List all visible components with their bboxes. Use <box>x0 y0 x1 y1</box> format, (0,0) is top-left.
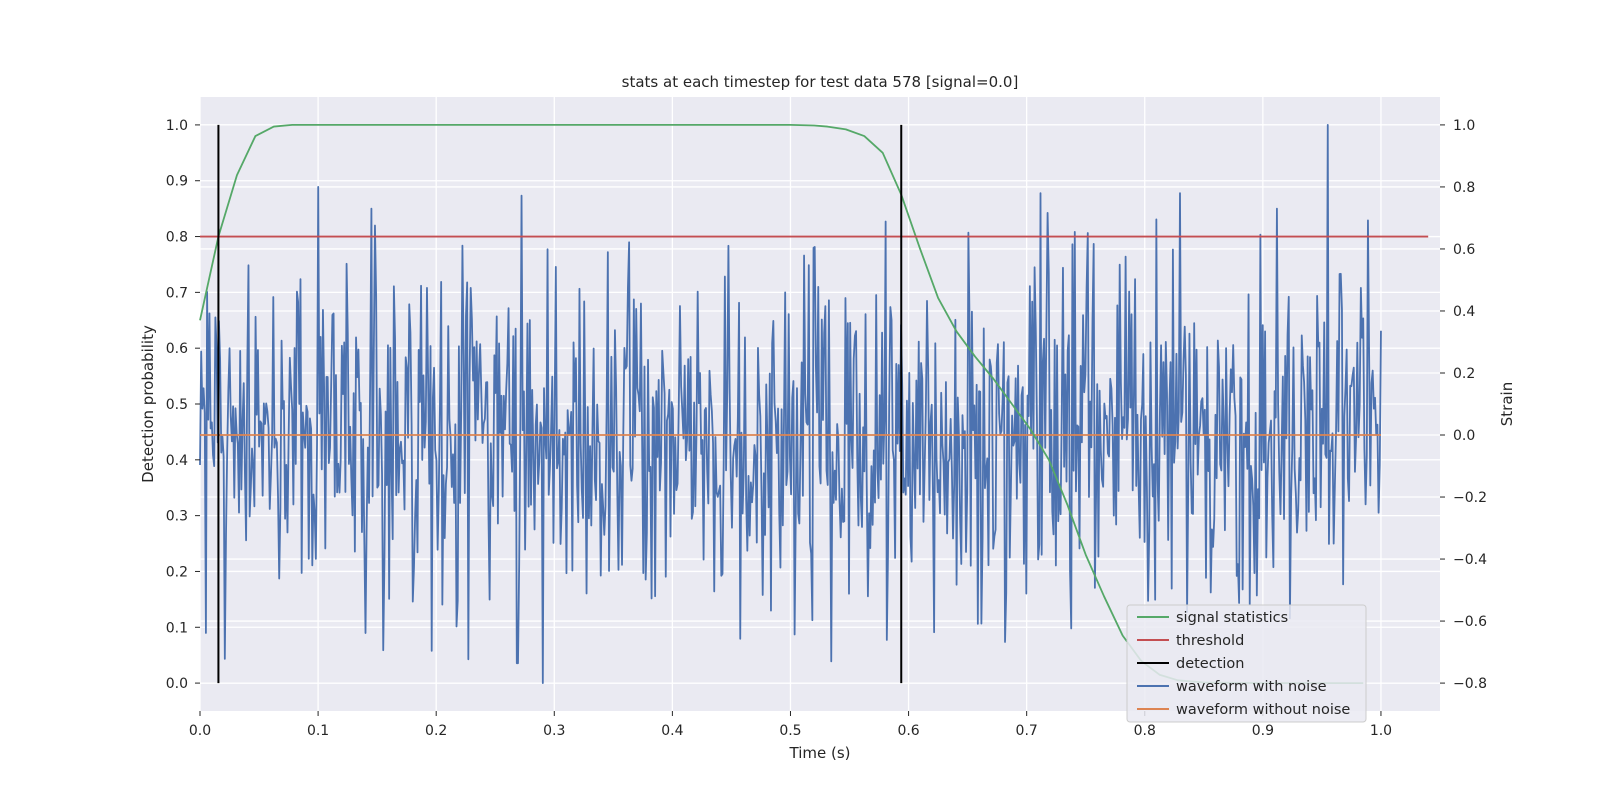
y-right-tick-label: −0.2 <box>1453 490 1487 506</box>
x-tick-label: 0.6 <box>897 723 919 739</box>
y-right-tick-label: −0.6 <box>1453 614 1487 630</box>
legend-label: waveform without noise <box>1176 702 1350 718</box>
y-right-tick-label: −0.4 <box>1453 552 1487 568</box>
y-right-tick-label: 0.6 <box>1453 242 1475 258</box>
y-right-tick-label: 0.8 <box>1453 180 1475 196</box>
x-tick-label: 0.9 <box>1252 723 1274 739</box>
legend-label: detection <box>1176 656 1244 672</box>
y-axis-title: Detection probability <box>139 325 157 483</box>
x-tick-label: 0.8 <box>1134 723 1156 739</box>
legend-label: signal statistics <box>1176 610 1288 626</box>
y-tick-label: 0.6 <box>166 341 188 357</box>
y-tick-label: 0.4 <box>166 453 188 469</box>
y-right-tick-label: 0.0 <box>1453 428 1475 444</box>
y-axis-right-title: Strain <box>1498 382 1516 426</box>
x-tick-label: 0.5 <box>779 723 801 739</box>
chart-title: stats at each timestep for test data 578… <box>622 73 1019 91</box>
y-tick-label: 0.3 <box>166 509 188 525</box>
x-axis-title: Time (s) <box>789 744 851 762</box>
y-right-tick-label: 0.4 <box>1453 304 1475 320</box>
y-tick-label: 1.0 <box>166 118 188 134</box>
x-tick-label: 0.7 <box>1016 723 1038 739</box>
x-tick-label: 0.4 <box>661 723 683 739</box>
legend-label: threshold <box>1176 633 1244 649</box>
y-right-tick-label: −0.8 <box>1453 676 1487 692</box>
x-tick-label: 0.1 <box>307 723 329 739</box>
y-tick-label: 0.2 <box>166 564 188 580</box>
x-tick-label: 0.0 <box>189 723 211 739</box>
series-line-waveform-with-noise <box>199 124 1382 684</box>
y-tick-label: 0.8 <box>166 230 188 246</box>
y-tick-label: 0.1 <box>166 620 188 636</box>
legend-label: waveform with noise <box>1176 679 1327 695</box>
legend: signal statistics threshold detection wavef… <box>1126 604 1367 723</box>
x-tick-label: 0.3 <box>543 723 565 739</box>
x-tick-label: 1.0 <box>1370 723 1392 739</box>
y-tick-label: 0.7 <box>166 285 188 301</box>
x-tick-label: 0.2 <box>425 723 447 739</box>
y-right-tick-label: 0.2 <box>1453 366 1475 382</box>
y-tick-label: 0.0 <box>166 676 188 692</box>
y-right-tick-label: 1.0 <box>1453 118 1475 134</box>
legend-box <box>1126 604 1367 723</box>
y-tick-label: 0.9 <box>166 174 188 190</box>
axes: 0.0 0.1 0.2 0.3 0.4 0.5 0.6 0.7 0.8 0.9 1.0 0.0 0.1 0… <box>166 118 1487 739</box>
y-tick-label: 0.5 <box>166 397 188 413</box>
